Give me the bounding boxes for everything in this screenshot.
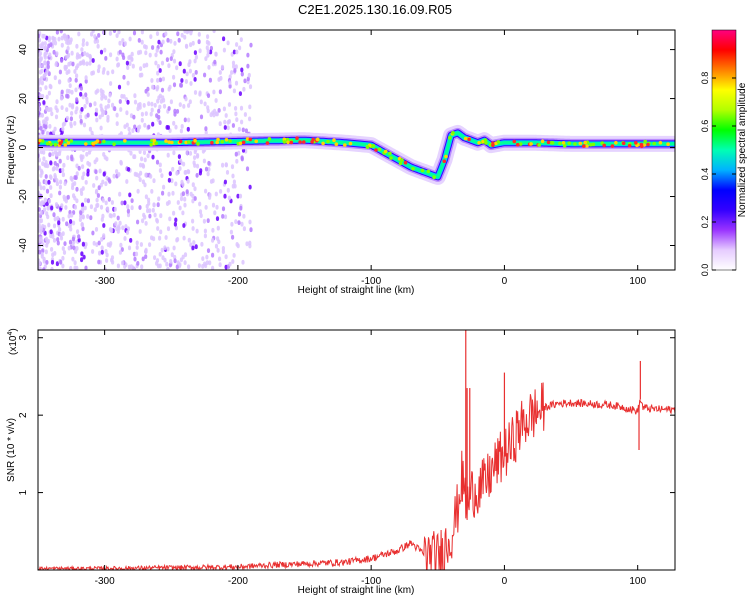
snr-ytick-label: 1 — [18, 489, 29, 495]
snr-xtick-label: 0 — [502, 576, 508, 587]
snr-ytick-label: 2 — [18, 412, 29, 418]
colorbar: 0.0 0.2 0.4 0.6 0.8 Normalized spectral ampl… — [700, 29, 748, 277]
colorbar-tick-label: 0.8 — [700, 72, 710, 85]
colorbar-tick-label: 0.0 — [700, 264, 710, 277]
spectrogram-xtick-label: -200 — [228, 276, 248, 287]
snr-ytick-label: 3 — [18, 335, 29, 341]
spectrogram-ytick-label: 20 — [18, 93, 29, 105]
spectrogram-xtick-label: -300 — [95, 276, 115, 287]
spectrogram-noise — [38, 30, 253, 270]
spectrogram-ylabel: Frequency (Hz) — [6, 116, 17, 185]
figure-title: C2E1.2025.130.16.09.R05 — [298, 2, 452, 17]
spectrogram-xtick-label: -100 — [361, 276, 381, 287]
spectrogram-xtick-label: 0 — [502, 276, 508, 287]
colorbar-tick-label: 0.2 — [700, 216, 710, 229]
snr-series-line — [38, 382, 675, 570]
snr-xtick-label: -300 — [95, 576, 115, 587]
snr-multiplier: (x104) — [7, 328, 19, 355]
spectrogram-xtick-label: 100 — [629, 276, 646, 287]
colorbar-tick-label: 0.6 — [700, 120, 710, 133]
spectrogram-xlabel: Height of straight line (km) — [298, 285, 415, 296]
spectrogram-frame — [37, 29, 676, 271]
spectrogram-ridge — [38, 124, 675, 185]
colorbar-tick-label: 0.4 — [700, 168, 710, 181]
snr-xlabel: Height of straight line (km) — [298, 585, 415, 596]
colorbar-label: Normalized spectral amplitude — [737, 82, 748, 217]
spectrogram-ytick-label: 0 — [18, 144, 29, 150]
snr-xtick-label: -200 — [228, 576, 248, 587]
spectrogram-ytick-label: -40 — [18, 238, 29, 253]
snr-frame — [37, 329, 676, 571]
snr-xtick-label: 100 — [629, 576, 646, 587]
spectrogram-ytick-label: -20 — [18, 189, 29, 204]
snr-panel: -300 -200 -100 0 100 1 2 3 (x104) SNR (10 * v/v… — [6, 328, 676, 596]
snr-ylabel: SNR (10 * v/v) — [6, 418, 17, 482]
snr-xtick-label: -100 — [361, 576, 381, 587]
colorbar-gradient — [711, 29, 737, 271]
spectrogram-ytick-label: 40 — [18, 44, 29, 56]
